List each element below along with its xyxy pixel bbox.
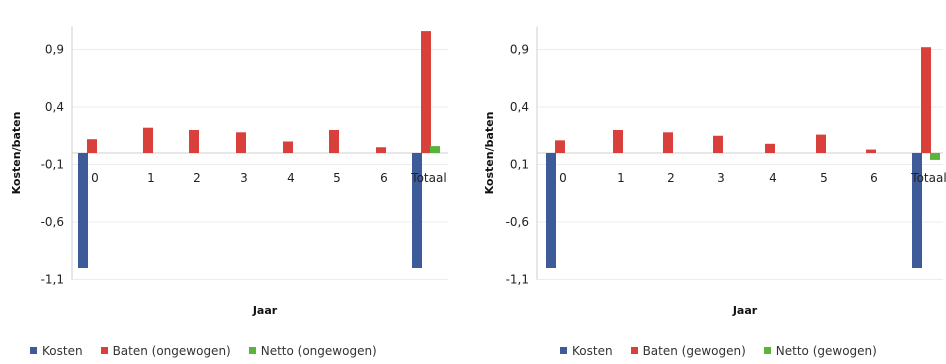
x-tick-label: 2	[193, 171, 201, 185]
bar-netto-ongewogen--totaal	[430, 146, 440, 153]
x-tick-label: 1	[617, 171, 625, 185]
bar-baten-gewogen--0	[555, 140, 565, 153]
legend-item: Baten (ongewogen)	[100, 344, 231, 358]
legend-swatch	[630, 347, 638, 354]
y-tick-label: 0,4	[510, 100, 529, 114]
y-axis-title: Kosten/baten	[483, 112, 496, 195]
x-tick-label: 4	[287, 171, 295, 185]
x-tick-label: Totaal	[410, 171, 446, 185]
y-tick-label: 0,1	[510, 158, 529, 172]
bar-kosten-totaal	[912, 153, 922, 268]
legend-item: Kosten	[30, 344, 83, 358]
legend-label: Baten (ongewogen)	[112, 344, 231, 358]
x-tick-label: 6	[380, 171, 388, 185]
bar-baten-gewogen--1	[613, 130, 623, 153]
bar-baten-gewogen--5	[816, 134, 826, 153]
legend-item: Netto (gewogen)	[763, 344, 877, 358]
legend-left: Kosten Baten (ongewogen) Netto (ongewogen)	[30, 344, 395, 358]
y-tick-label: -0,1	[41, 158, 64, 172]
bar-baten-gewogen--4	[765, 143, 775, 153]
legend-label: Kosten	[572, 344, 613, 358]
bar-netto-gewogen--totaal	[930, 153, 940, 160]
bar-kosten-0	[78, 153, 88, 268]
y-tick-label: -0,6	[41, 215, 64, 229]
legend-swatch	[560, 347, 567, 354]
legend-right: Kosten Baten (gewogen) Netto (gewogen)	[560, 344, 895, 358]
legend-label: Kosten	[42, 344, 83, 358]
y-tick-label: 0,9	[45, 43, 64, 57]
x-tick-label: 1	[147, 171, 155, 185]
legend-swatch	[763, 347, 771, 354]
bar-baten-gewogen--totaal	[921, 47, 931, 154]
bar-kosten-totaal	[412, 153, 422, 268]
legend-swatch	[100, 347, 108, 354]
legend-swatch	[248, 347, 256, 354]
y-tick-label: -1,1	[506, 273, 529, 287]
x-tick-label: 0	[91, 171, 99, 185]
y-tick-label: -1,1	[41, 273, 64, 287]
legend-label: Netto (ongewogen)	[260, 344, 377, 358]
bar-baten-ongewogen--6	[376, 147, 386, 153]
legend-label: Baten (gewogen)	[642, 344, 746, 358]
legend-item: Baten (gewogen)	[630, 344, 746, 358]
x-axis-title: Jaar	[252, 304, 278, 317]
chart-left: 0,9 0,4 -0,1 -0,6 -1,1 0 1 2 3 4 5 6 Totaal Jaar Koste…	[10, 26, 448, 317]
legend-item: Netto (ongewogen)	[248, 344, 377, 358]
legend-label: Netto (gewogen)	[775, 344, 877, 358]
bar-baten-ongewogen--5	[329, 130, 339, 153]
x-tick-label: 6	[870, 171, 878, 185]
y-tick-label: 0,9	[510, 43, 529, 57]
x-tick-label: Totaal	[910, 171, 946, 185]
bar-baten-gewogen--6	[866, 149, 876, 153]
x-tick-label: 4	[769, 171, 777, 185]
bar-baten-ongewogen--0	[87, 139, 97, 153]
x-tick-label: 3	[240, 171, 248, 185]
bar-baten-ongewogen--totaal	[421, 31, 431, 154]
x-tick-label: 0	[559, 171, 567, 185]
y-tick-label: -0,6	[506, 215, 529, 229]
y-tick-label: 0,4	[45, 100, 64, 114]
legend-swatch	[30, 347, 37, 354]
bar-kosten-0	[546, 153, 556, 268]
x-tick-label: 2	[667, 171, 675, 185]
x-tick-label: 5	[333, 171, 341, 185]
x-tick-label: 3	[717, 171, 725, 185]
y-axis-title: Kosten/baten	[10, 112, 23, 195]
bar-baten-gewogen--2	[663, 132, 673, 153]
bar-baten-ongewogen--2	[189, 130, 199, 153]
x-axis-title: Jaar	[732, 304, 758, 317]
bar-baten-gewogen--3	[713, 135, 723, 153]
legend-item: Kosten	[560, 344, 613, 358]
chart-right: 0,9 0,4 0,1 -0,6 -1,1 0 1 2 3 4 5 6 Totaal Jaar Kosten…	[483, 26, 946, 317]
bar-baten-ongewogen--3	[236, 132, 246, 153]
bar-baten-ongewogen--4	[283, 141, 293, 153]
bar-baten-ongewogen--1	[143, 127, 153, 153]
x-tick-label: 5	[820, 171, 828, 185]
